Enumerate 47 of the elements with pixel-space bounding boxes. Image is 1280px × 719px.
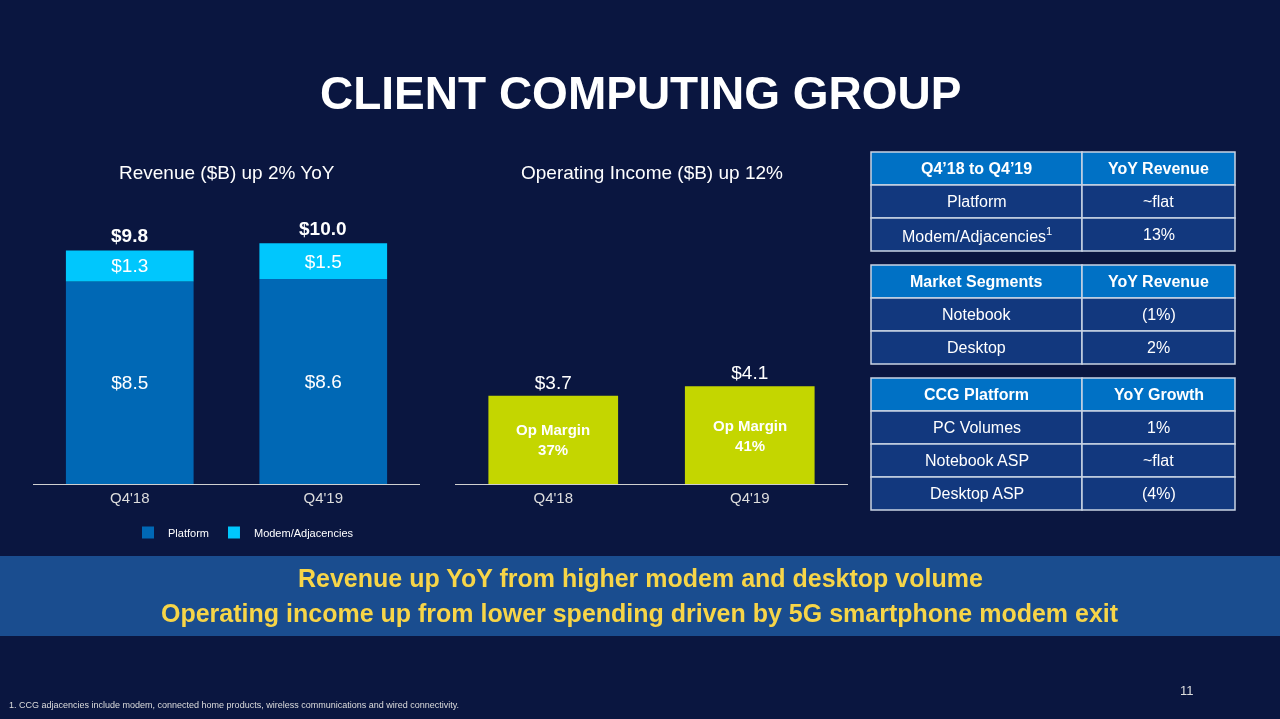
bar: [65, 250, 194, 282]
bar: [65, 281, 194, 484]
category-label: CCG Platform: [924, 386, 1029, 403]
text: 13%: [1143, 226, 1176, 243]
x-tick-label: Q4'18: [533, 489, 574, 506]
annotation: Op Margin 37%: [516, 421, 591, 458]
chart-title: Revenue ($B) up 2% YoY: [119, 162, 335, 183]
data-label: $8.6: [304, 371, 342, 393]
x-tick-label: Q4'18: [109, 489, 150, 506]
total-label: $9.8: [111, 225, 148, 246]
text: Desktop ASP: [930, 485, 1025, 502]
data-label: $8.5: [111, 372, 149, 394]
legend-label: Modem/Adjacencies: [253, 526, 354, 539]
text: CLIENT COMPUTING GROUP: [320, 67, 962, 119]
text: Revenue up YoY from higher modem and desktop volume: [298, 564, 983, 592]
bar: [259, 243, 388, 280]
text: (1%): [1142, 306, 1176, 323]
text: Desktop: [947, 339, 1006, 356]
text: 1. CCG adjacencies include modem, connected home products, wireless communications and wired connectivity.: [9, 700, 460, 710]
text: (4%): [1142, 485, 1176, 502]
legend-label: Platform: [168, 526, 209, 539]
text: ~flat: [1143, 452, 1175, 469]
data-label: $1.5: [304, 250, 342, 272]
x-tick-label: Q4'19: [303, 489, 344, 506]
text: 11: [1180, 683, 1194, 698]
text: Platform: [947, 193, 1007, 210]
text: Notebook: [942, 306, 1012, 323]
category-label: Market Segments: [910, 273, 1043, 290]
text: ~flat: [1143, 193, 1175, 210]
text: PC Volumes: [933, 419, 1022, 436]
category-label: YoY Revenue: [1108, 273, 1209, 290]
text: Notebook ASP: [925, 452, 1030, 469]
data-label: $4.1: [731, 362, 769, 384]
category-label: YoY Revenue: [1108, 160, 1209, 177]
total-label: $10.0: [299, 218, 347, 239]
bar: [259, 279, 388, 484]
category-label: Q4’18 to Q4’19: [921, 160, 1033, 177]
text: 1%: [1147, 419, 1171, 436]
chart-title: Operating Income ($B) up 12%: [521, 162, 784, 183]
annotation: Op Margin 41%: [713, 417, 788, 454]
text: Operating income up from lower spending driven by 5G smartphone modem exit: [161, 599, 1119, 627]
x-tick-label: Q4'19: [729, 489, 770, 506]
text: 2%: [1147, 339, 1171, 356]
data-label: $1.3: [111, 255, 149, 277]
category-label: YoY Growth: [1114, 386, 1205, 403]
data-label: $3.7: [534, 371, 572, 393]
text: Modem/Adjacencies$^{1}$: [902, 225, 1053, 245]
